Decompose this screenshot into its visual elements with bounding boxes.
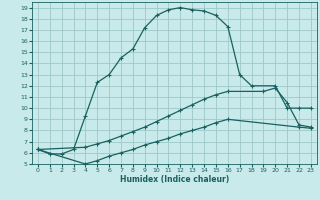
X-axis label: Humidex (Indice chaleur): Humidex (Indice chaleur): [120, 175, 229, 184]
